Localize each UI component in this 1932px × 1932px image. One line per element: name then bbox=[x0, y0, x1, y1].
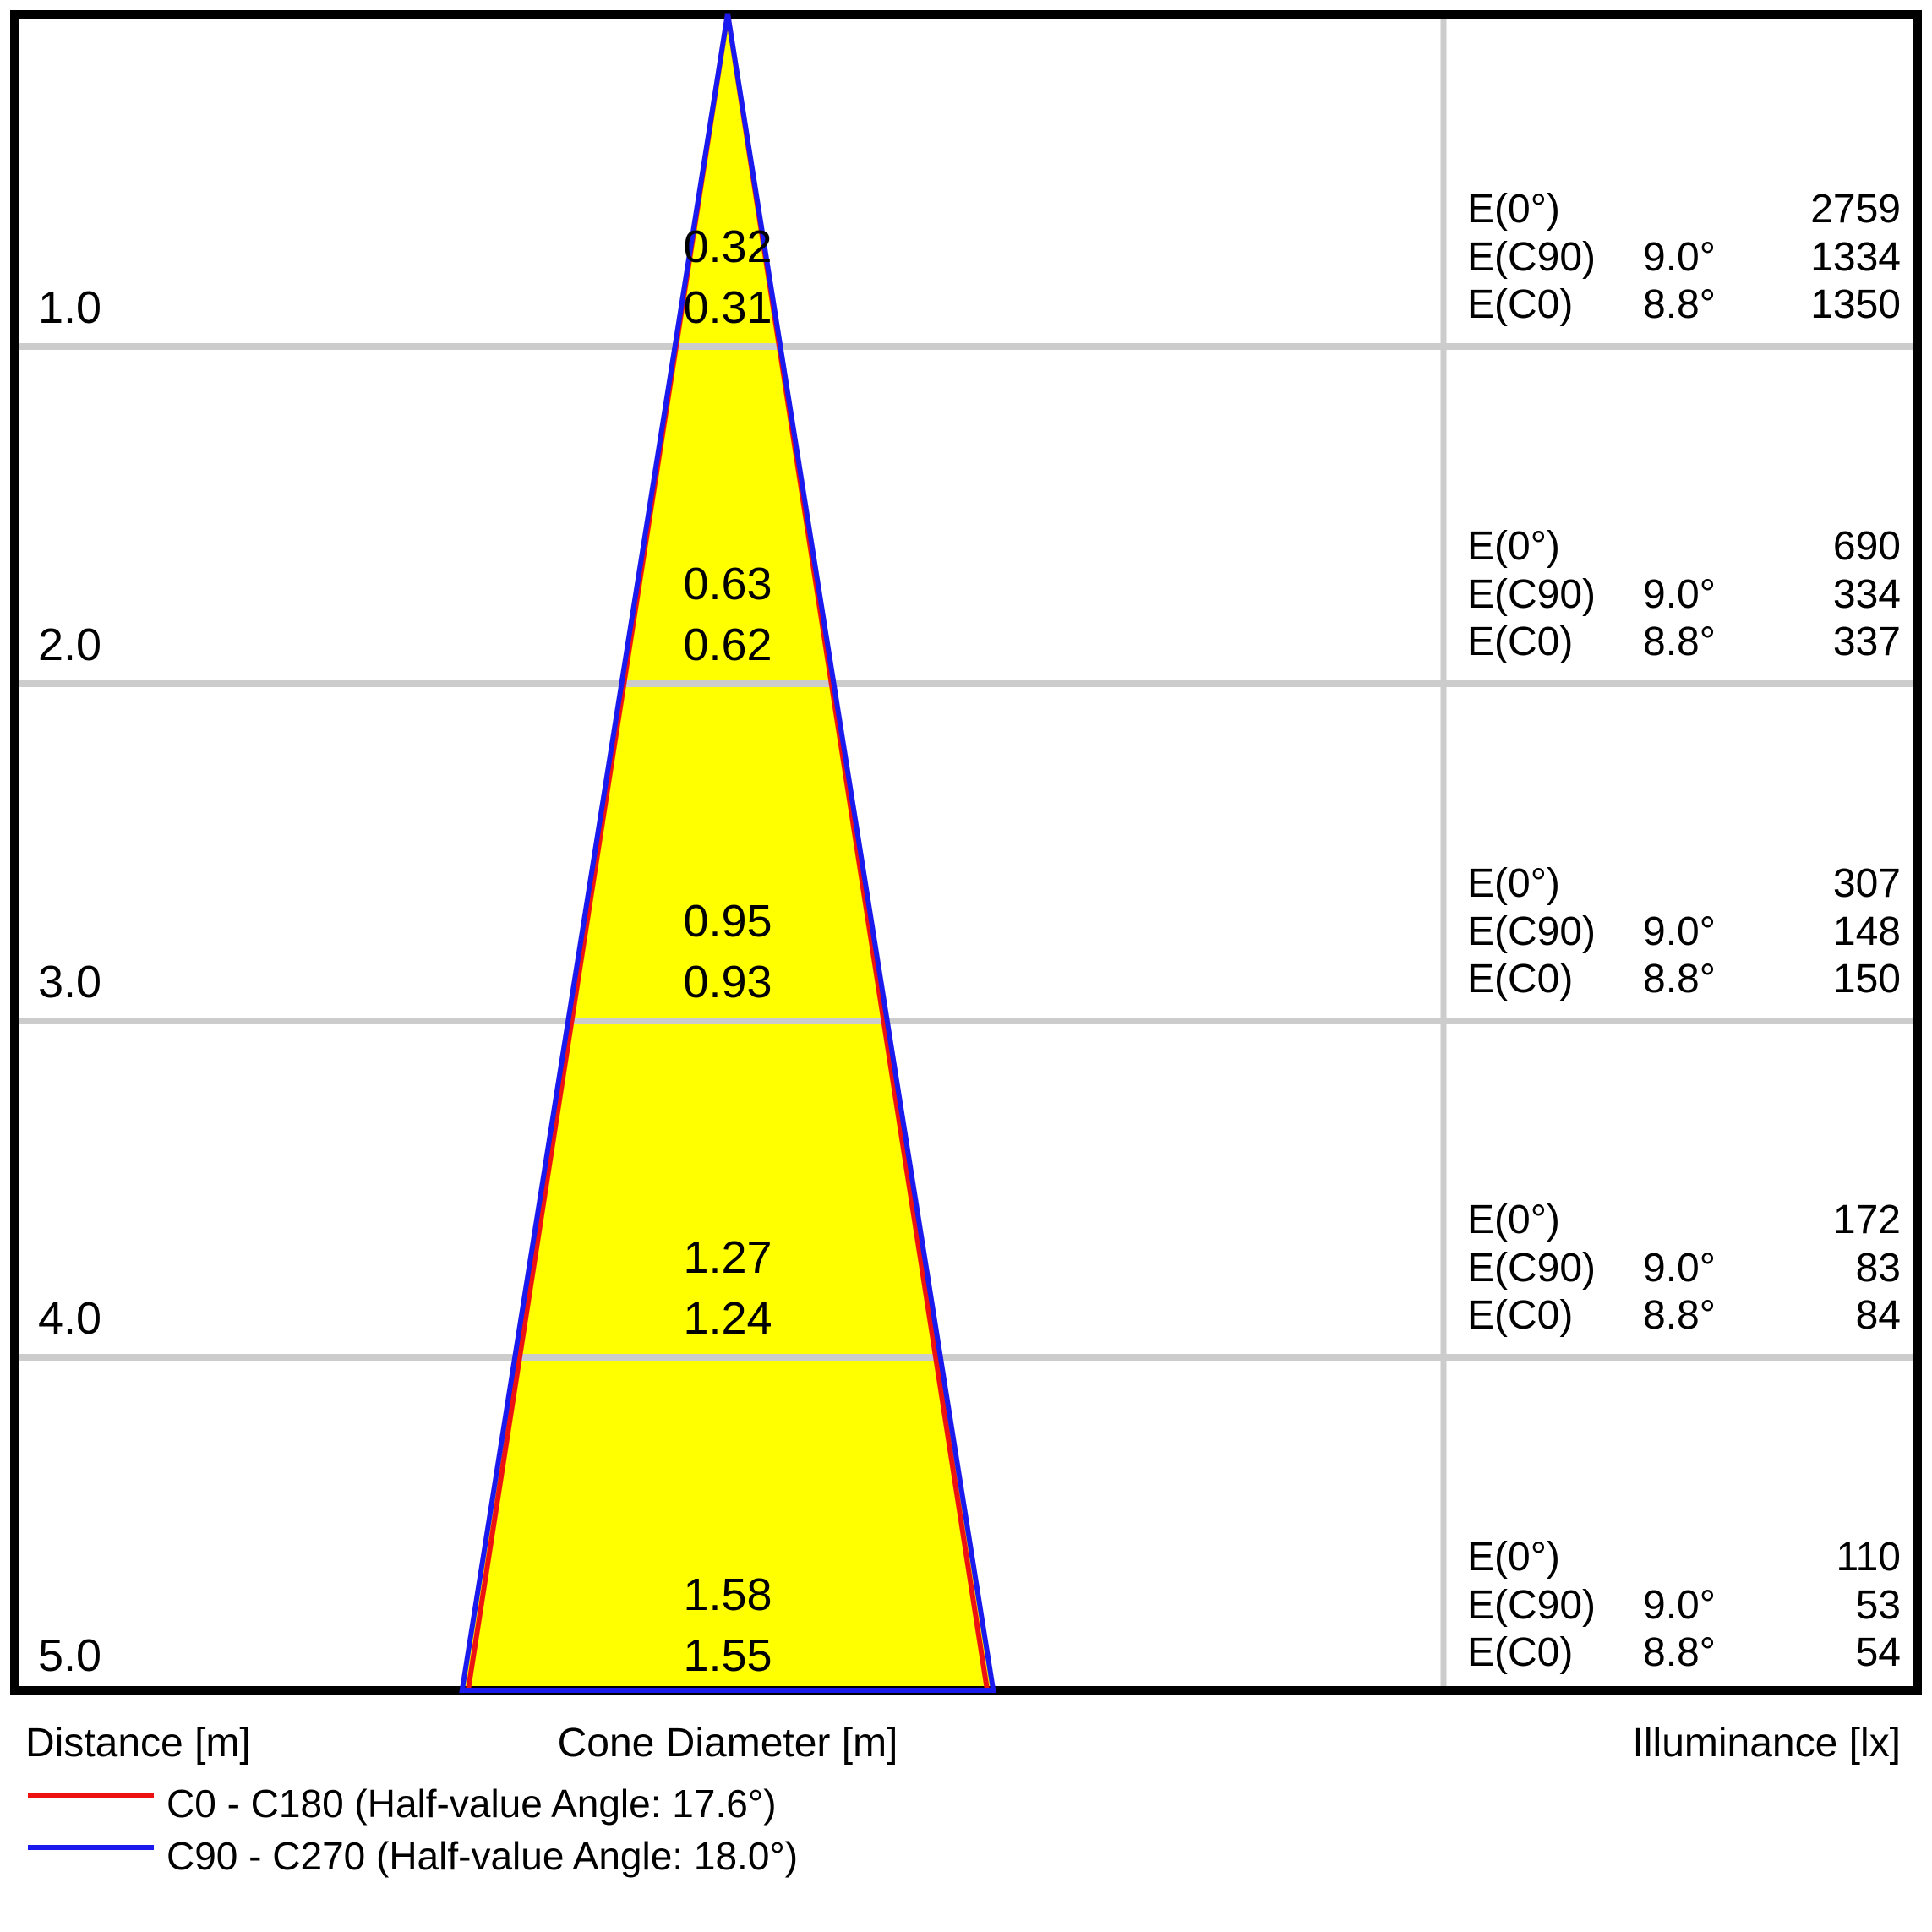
e0-value: 690 bbox=[1833, 524, 1901, 569]
e0-value: 172 bbox=[1833, 1198, 1901, 1242]
distance-label: 2.0 bbox=[38, 619, 101, 670]
ec90-value: 1334 bbox=[1810, 235, 1901, 280]
c0-diameter-value: 0.93 bbox=[683, 957, 772, 1007]
ec90-value: 83 bbox=[1856, 1246, 1901, 1291]
c90-diameter-value: 0.32 bbox=[683, 221, 772, 272]
ec90-angle: 9.0° bbox=[1643, 1583, 1716, 1628]
cone-diameter-labels: 0.32 0.31 0.63 0.62 0.95 0.93 1.27 1.24 … bbox=[683, 221, 772, 1681]
c90-cone-outline bbox=[459, 13, 996, 1693]
distance-axis-label: Distance [m] bbox=[25, 1721, 251, 1766]
ec0-value: 337 bbox=[1833, 619, 1901, 664]
ec90-label: E(C90) bbox=[1467, 909, 1596, 954]
ec0-angle: 8.8° bbox=[1643, 957, 1716, 1001]
illuminance-table: E(0°) 2759 E(C90) 9.0° 1334 E(C0) 8.8° 1… bbox=[1467, 187, 1901, 1675]
e0-value: 110 bbox=[1836, 1535, 1901, 1580]
c0-diameter-value: 1.55 bbox=[683, 1630, 772, 1681]
e0-value: 307 bbox=[1833, 861, 1901, 906]
c90-diameter-value: 1.58 bbox=[683, 1569, 772, 1620]
ec90-label: E(C90) bbox=[1467, 572, 1596, 617]
footer-labels: Distance [m] Cone Diameter [m] Illuminan… bbox=[25, 1721, 1901, 1766]
ec0-value: 150 bbox=[1833, 957, 1901, 1001]
cone-diameter-axis-label: Cone Diameter [m] bbox=[558, 1721, 898, 1766]
legend: C0 - C180 (Half-value Angle: 17.6°) C90 … bbox=[28, 1782, 798, 1878]
e0-label: E(0°) bbox=[1467, 861, 1560, 906]
ec90-label: E(C90) bbox=[1467, 235, 1596, 280]
ec90-angle: 9.0° bbox=[1643, 909, 1716, 954]
ec90-label: E(C90) bbox=[1467, 1583, 1596, 1628]
c0-diameter-value: 0.31 bbox=[683, 282, 772, 333]
distance-label: 4.0 bbox=[38, 1293, 101, 1344]
distance-label: 1.0 bbox=[38, 282, 101, 333]
light-cone-fill bbox=[461, 14, 994, 1690]
c90-diameter-value: 0.63 bbox=[683, 559, 772, 609]
c0-diameter-value: 1.24 bbox=[683, 1293, 772, 1344]
c90-legend-label: C90 - C270 (Half-value Angle: 18.0°) bbox=[166, 1834, 798, 1878]
ec0-label: E(C0) bbox=[1467, 619, 1573, 664]
illuminance-axis-label: Illuminance [lx] bbox=[1633, 1721, 1901, 1766]
ec90-label: E(C90) bbox=[1467, 1246, 1596, 1291]
ec0-angle: 8.8° bbox=[1643, 619, 1716, 664]
ec0-angle: 8.8° bbox=[1643, 1293, 1716, 1338]
ec90-value: 148 bbox=[1833, 909, 1901, 954]
distance-label: 5.0 bbox=[38, 1630, 101, 1681]
ec90-angle: 9.0° bbox=[1643, 1246, 1716, 1291]
ec0-label: E(C0) bbox=[1467, 1293, 1573, 1338]
c90-diameter-value: 1.27 bbox=[683, 1232, 772, 1283]
ec0-label: E(C0) bbox=[1467, 1630, 1573, 1675]
distance-label: 3.0 bbox=[38, 957, 101, 1007]
ec0-label: E(C0) bbox=[1467, 957, 1573, 1001]
ec0-label: E(C0) bbox=[1467, 282, 1573, 327]
ec90-angle: 9.0° bbox=[1643, 572, 1716, 617]
e0-label: E(0°) bbox=[1467, 187, 1560, 232]
c0-legend-label: C0 - C180 (Half-value Angle: 17.6°) bbox=[166, 1782, 777, 1826]
e0-label: E(0°) bbox=[1467, 1535, 1560, 1580]
ec0-angle: 8.8° bbox=[1643, 1630, 1716, 1675]
ec0-value: 1350 bbox=[1810, 282, 1901, 327]
ec90-value: 334 bbox=[1833, 572, 1901, 617]
ec0-value: 54 bbox=[1856, 1630, 1901, 1675]
c0-diameter-value: 0.62 bbox=[683, 619, 772, 670]
ec90-angle: 9.0° bbox=[1643, 235, 1716, 280]
grid-lines bbox=[19, 14, 1915, 1686]
ec90-value: 53 bbox=[1856, 1583, 1901, 1628]
e0-label: E(0°) bbox=[1467, 1198, 1560, 1242]
e0-label: E(0°) bbox=[1467, 524, 1560, 569]
e0-value: 2759 bbox=[1810, 187, 1901, 232]
c90-diameter-value: 0.95 bbox=[683, 896, 772, 947]
ec0-angle: 8.8° bbox=[1643, 282, 1716, 327]
ec0-value: 84 bbox=[1856, 1293, 1901, 1338]
distance-scale: 1.0 2.0 3.0 4.0 5.0 bbox=[38, 282, 101, 1681]
